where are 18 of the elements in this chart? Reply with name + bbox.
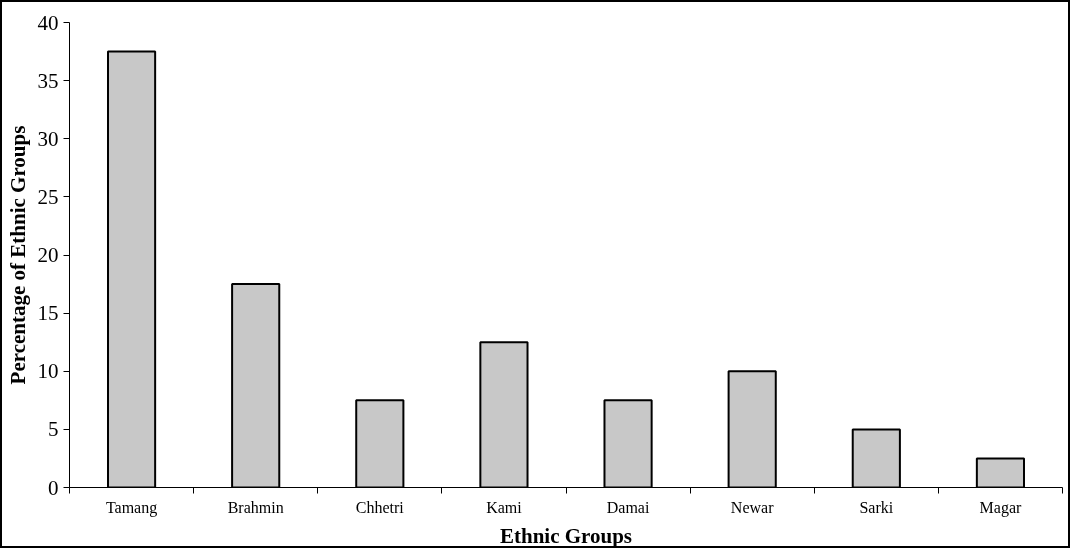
x-tick-label: Magar [979, 498, 1022, 517]
y-tick-label: 40 [37, 10, 59, 35]
x-tick-label: Brahmin [227, 498, 284, 516]
y-tick-label: 25 [37, 184, 59, 209]
x-tick-label: Newar [730, 498, 775, 516]
y-tick-label: 30 [37, 126, 59, 151]
y-tick-label: 5 [48, 417, 59, 442]
y-tick-label: 10 [37, 359, 59, 384]
x-tick-label: Kami [486, 498, 523, 516]
y-tick-label: 35 [37, 68, 59, 93]
y-tick-label: 15 [37, 301, 59, 326]
y-tick-label: 0 [48, 475, 59, 500]
x-tick-label: Damai [606, 498, 650, 516]
x-tick-label: Sarki [859, 498, 894, 516]
x-tick-label: Tamang [105, 498, 158, 517]
x-tick-label: Chhetri [355, 498, 405, 516]
y-tick-label: 20 [37, 243, 59, 267]
y-axis-title: Percentage of Ethnic Groups [5, 125, 30, 385]
